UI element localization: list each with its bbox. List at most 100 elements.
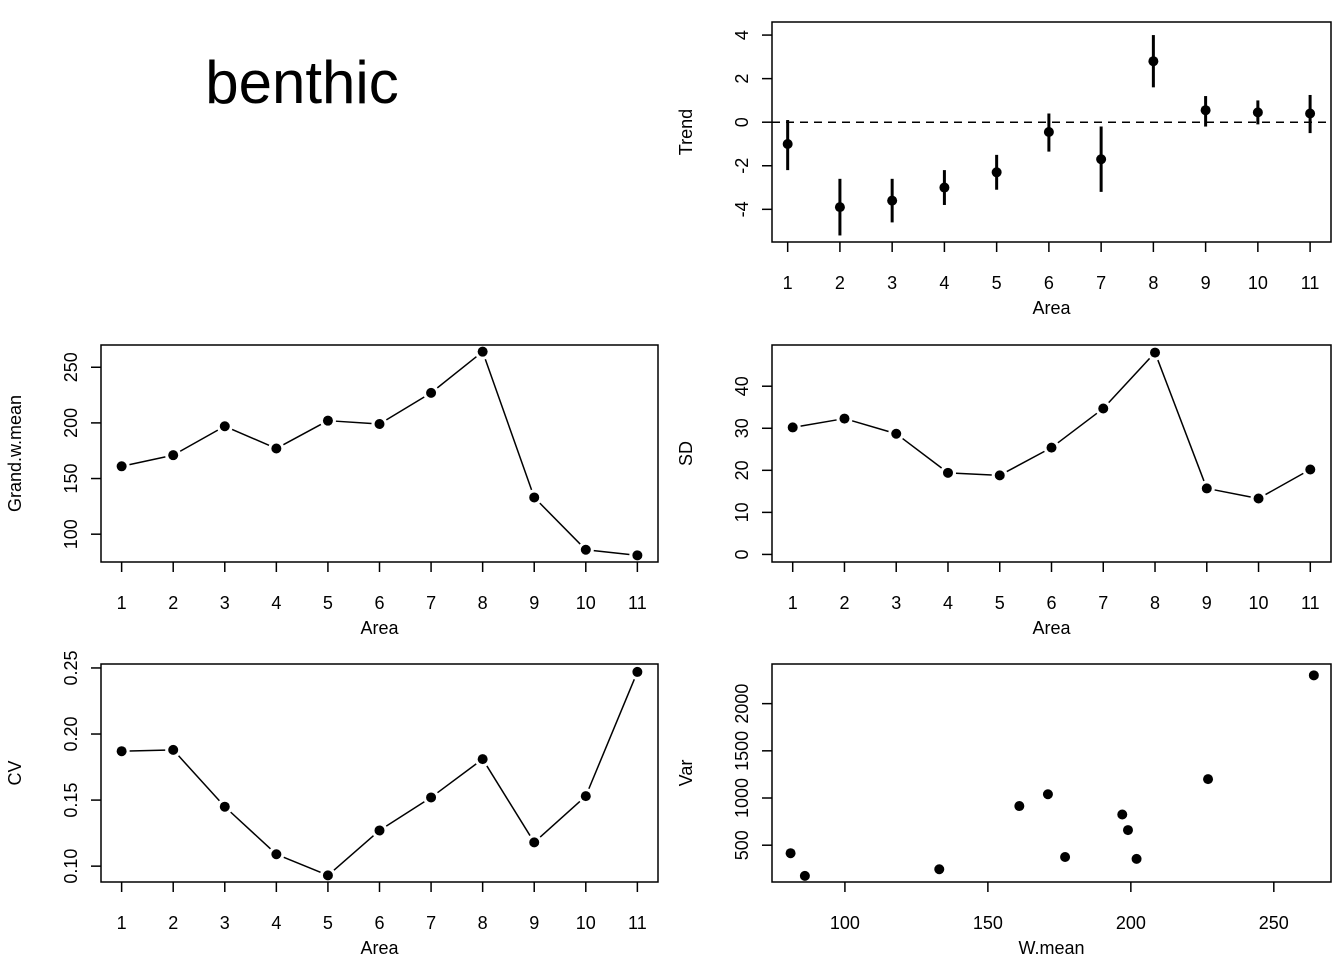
x-tick-label: 3	[891, 593, 901, 613]
x-tick-label: 3	[887, 273, 897, 293]
plot-frame	[771, 21, 1332, 243]
data-point	[1252, 107, 1263, 118]
x-tick-label: 5	[323, 913, 333, 933]
y-axis-label: SD	[676, 441, 696, 466]
y-tick-label: -4	[732, 201, 752, 217]
x-tick-label: 7	[426, 593, 436, 613]
data-point	[834, 202, 845, 213]
data-point	[1148, 56, 1159, 67]
data-point	[580, 544, 591, 555]
data-point	[1042, 789, 1053, 800]
data-point	[782, 138, 793, 149]
panel-cv: 1 2 3 4 5 6 7 8 9 10 11 0.10 0.15 0.20 0.25 Area CV	[5, 650, 659, 958]
x-axis-label: Area	[1032, 298, 1071, 318]
data-point	[1305, 464, 1316, 475]
plot-frame	[771, 344, 1332, 563]
x-tick-label: 6	[1044, 273, 1054, 293]
x-tick-label: 5	[992, 273, 1002, 293]
y-axis-label: CV	[5, 760, 25, 785]
y-tick-label: 0	[732, 117, 752, 127]
x-tick-label: 1	[788, 593, 798, 613]
data-point	[1201, 483, 1212, 494]
data-point	[477, 346, 488, 357]
data-point	[271, 443, 282, 454]
plot-frame	[771, 663, 1332, 883]
x-tick-label: 7	[426, 913, 436, 933]
series-line-segment	[955, 472, 992, 476]
data-point	[219, 421, 230, 432]
data-point	[322, 870, 333, 881]
x-tick-label: 11	[628, 913, 647, 933]
x-tick-label: 10	[576, 593, 596, 613]
x-tick-label: 3	[220, 593, 230, 613]
x-tick-label: 6	[374, 593, 384, 613]
data-point	[1253, 493, 1264, 504]
y-tick-label: 2	[732, 74, 752, 84]
x-tick-label: 3	[220, 913, 230, 933]
data-point	[477, 754, 488, 765]
y-tick-label: 30	[732, 418, 752, 438]
series-line-segment	[1265, 472, 1304, 496]
data-point	[887, 195, 898, 206]
series-line-segment	[1157, 359, 1205, 482]
x-tick-label: 250	[1259, 913, 1289, 933]
series-line-segment	[1214, 489, 1251, 498]
x-tick-label: 2	[168, 593, 178, 613]
x-tick-label: 100	[830, 913, 860, 933]
y-tick-label: 150	[61, 464, 81, 494]
x-tick-label: 5	[323, 593, 333, 613]
y-tick-label: -2	[732, 158, 752, 174]
x-axis-label: Area	[1032, 618, 1071, 638]
x-tick-label: 10	[576, 913, 596, 933]
series-line-segment	[484, 358, 533, 491]
x-axis-label: Area	[360, 618, 399, 638]
series-line-segment	[129, 456, 166, 466]
data-point	[891, 428, 902, 439]
series-line-segment	[437, 763, 477, 794]
data-point	[426, 387, 437, 398]
data-point	[529, 837, 540, 848]
series-line-segment	[385, 396, 425, 421]
panel-grandmean: 1 2 3 4 5 6 7 8 9 10 11 100 150 200 250 Area Grand.w.mea…	[5, 344, 659, 638]
data-point	[1014, 801, 1025, 812]
y-tick-label: 0.20	[61, 717, 81, 752]
y-axis-label: Grand.w.mean	[5, 395, 25, 512]
data-point	[1117, 809, 1128, 820]
series-line-segment	[436, 356, 477, 389]
x-tick-label: 2	[835, 273, 845, 293]
data-point	[1060, 851, 1071, 862]
data-point	[374, 419, 385, 430]
x-tick-label: 200	[1116, 913, 1146, 933]
series-line-segment	[902, 437, 943, 469]
data-point	[785, 848, 796, 859]
data-point	[168, 744, 179, 755]
series-line-segment	[588, 679, 635, 790]
y-axis-label: Var	[676, 760, 696, 787]
data-point	[1043, 127, 1054, 137]
series-line-segment	[851, 420, 889, 433]
y-axis-label: Trend	[676, 109, 696, 155]
x-tick-label: 5	[995, 593, 1005, 613]
data-point	[116, 746, 127, 757]
series-line-segment	[129, 749, 166, 752]
x-axis-label: W.mean	[1018, 938, 1084, 958]
y-tick-label: 40	[732, 376, 752, 396]
data-point	[1096, 154, 1107, 165]
data-point	[1308, 670, 1319, 681]
x-tick-label: 10	[1248, 273, 1268, 293]
y-tick-label: 1500	[732, 731, 752, 771]
data-point	[1131, 853, 1142, 864]
data-point	[426, 792, 437, 803]
y-tick-label: 0.10	[61, 849, 81, 884]
x-tick-label: 9	[1202, 593, 1212, 613]
series-line-segment	[539, 502, 581, 545]
data-point	[787, 422, 798, 433]
series-line-segment	[800, 419, 837, 427]
data-point	[116, 461, 127, 472]
x-tick-label: 4	[271, 913, 281, 933]
data-point	[939, 182, 950, 193]
x-tick-label: 1	[117, 913, 127, 933]
y-tick-label: 0.25	[61, 650, 81, 685]
x-tick-label: 10	[1249, 593, 1269, 613]
y-tick-label: 100	[61, 519, 81, 549]
